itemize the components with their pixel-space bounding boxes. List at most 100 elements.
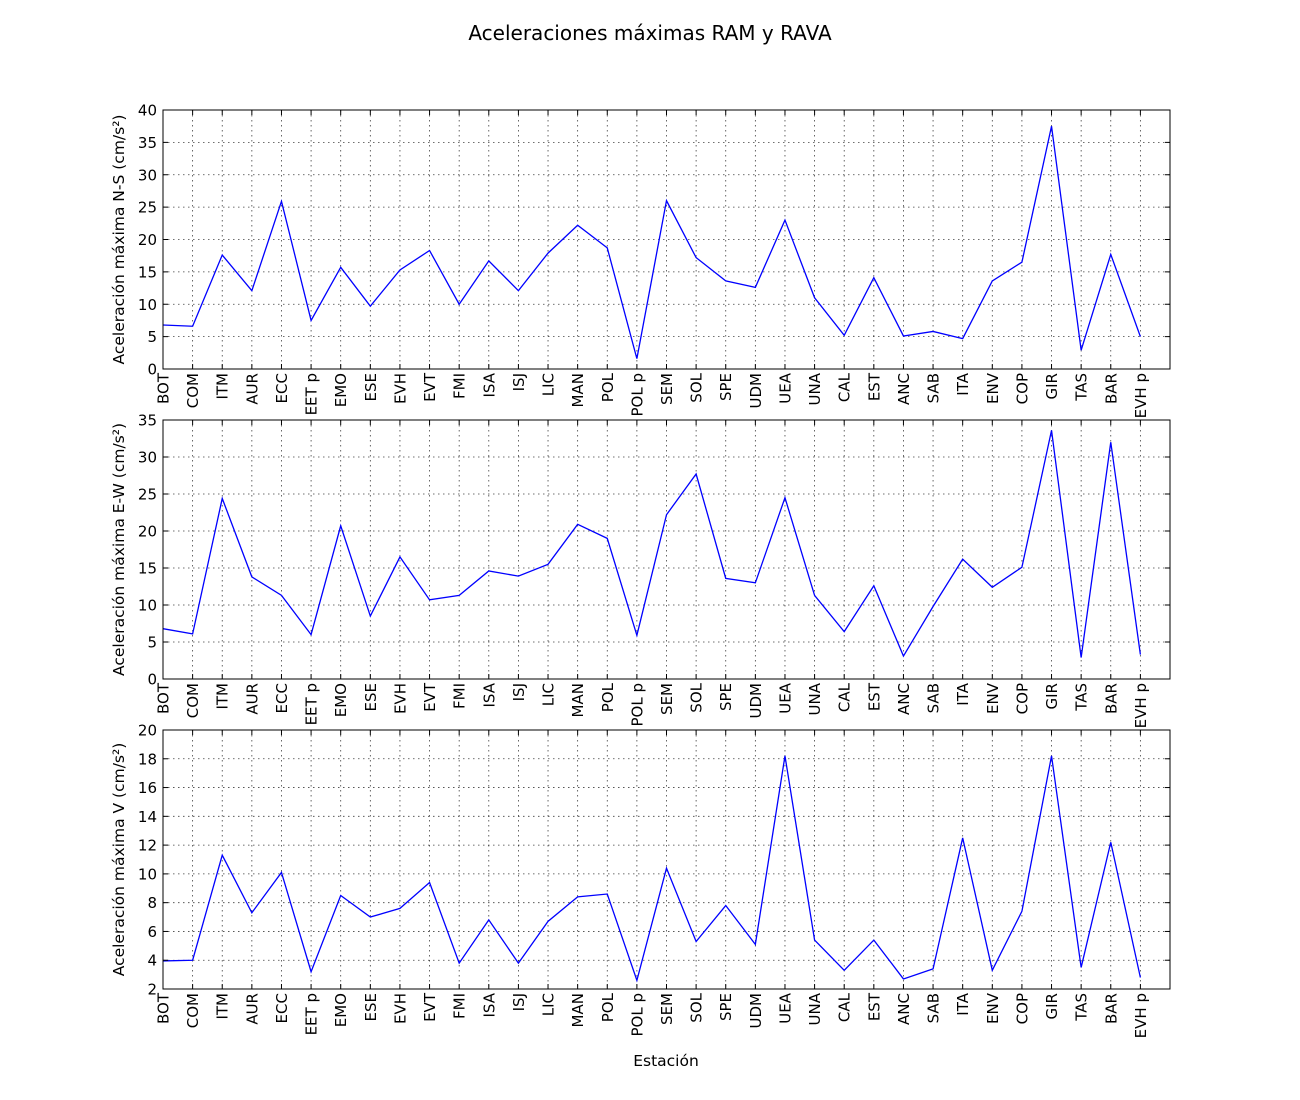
x-tick-label: ANC [895, 683, 913, 715]
x-tick-label: UDM [747, 993, 765, 1028]
y-tick-label: 10 [138, 865, 157, 883]
x-tick-label: ITA [954, 372, 972, 395]
x-tick-label: EVH [391, 683, 409, 714]
x-tick-label: EVT [421, 682, 439, 712]
x-tick-label: EVT [421, 372, 439, 402]
y-tick-label: 6 [147, 923, 157, 941]
x-tick-label: SEM [658, 373, 676, 405]
x-tick-label: ECC [273, 373, 291, 403]
x-tick-label: ISJ [510, 993, 528, 1011]
y-axis-label: Aceleración máxima N-S (cm/s²) [110, 115, 128, 365]
y-tick-label: 2 [147, 981, 157, 999]
x-tick-label: BAR [1102, 373, 1120, 404]
y-tick-label: 8 [147, 894, 157, 912]
x-tick-label: COP [1013, 373, 1031, 404]
y-tick-label: 35 [138, 134, 157, 152]
x-tick-label: AUR [243, 373, 261, 405]
y-tick-label: 5 [147, 328, 157, 346]
y-tick-label: 5 [147, 634, 157, 652]
y-tick-label: 15 [138, 560, 157, 578]
x-tick-label: EST [865, 992, 883, 1021]
x-tick-label: ISA [480, 372, 498, 397]
x-tick-label: GIR [1043, 993, 1061, 1019]
x-tick-label: UDM [747, 373, 765, 408]
x-tick-label: ISA [480, 682, 498, 707]
x-tick-label: EVH p [1132, 683, 1150, 728]
x-tick-label: GIR [1043, 683, 1061, 709]
x-tick-label: POL p [628, 993, 646, 1037]
x-tick-label: COM [184, 373, 202, 408]
x-tick-label: POL [599, 992, 617, 1022]
x-tick-label: SPE [717, 683, 735, 711]
x-tick-label: ITA [954, 992, 972, 1015]
x-tick-label: SPE [717, 373, 735, 401]
y-tick-label: 25 [138, 199, 157, 217]
x-tick-label: CAL [836, 682, 854, 712]
x-tick-label: ISJ [510, 373, 528, 391]
x-tick-label: AUR [243, 993, 261, 1025]
y-tick-label: 10 [138, 597, 157, 615]
x-tick-label: UEA [776, 992, 794, 1023]
x-tick-label: ISA [480, 992, 498, 1017]
y-tick-label: 30 [138, 449, 157, 467]
x-tick-label: GIR [1043, 373, 1061, 399]
x-tick-label: UNA [806, 682, 824, 715]
x-tick-label: ECC [273, 993, 291, 1023]
x-tick-label: TAS [1073, 373, 1091, 402]
x-tick-label: SAB [925, 993, 943, 1023]
x-tick-label: BOT [155, 992, 173, 1024]
x-tick-label: SOL [688, 992, 706, 1022]
x-tick-label: COM [184, 683, 202, 718]
x-tick-label: SEM [658, 683, 676, 715]
x-tick-label: FMI [451, 993, 469, 1019]
x-tick-label: ANC [895, 373, 913, 405]
x-tick-label: ANC [895, 993, 913, 1025]
series-line [162, 755, 1142, 983]
x-tick-label: MAN [569, 373, 587, 407]
x-tick-label: ESE [362, 993, 380, 1021]
y-axis-label: Aceleración máxima E-W (cm/s²) [110, 423, 128, 676]
x-tick-label: FMI [451, 683, 469, 709]
x-tick-label: ENV [984, 682, 1002, 714]
y-tick-label: 20 [138, 523, 157, 541]
x-tick-label: EMO [332, 993, 350, 1027]
y-tick-label: 35 [138, 412, 157, 430]
x-tick-label: CAL [836, 992, 854, 1022]
x-tick-label: SAB [925, 373, 943, 403]
x-tick-label: TAS [1073, 993, 1091, 1022]
x-tick-label: BAR [1102, 993, 1120, 1024]
x-tick-label: COM [184, 993, 202, 1028]
x-tick-label: ITM [214, 683, 232, 710]
y-tick-label: 20 [138, 722, 157, 740]
subplot-3: 2 4 6 8 10 12 14 16 18 20 BOT COM ITM AUR ECC EET p EMO E… [110, 722, 1171, 1070]
x-tick-label: UEA [776, 682, 794, 713]
y-tick-label: 25 [138, 486, 157, 504]
x-tick-label: ESE [362, 373, 380, 401]
y-tick-label: 12 [138, 837, 157, 855]
x-tick-label: ESE [362, 683, 380, 711]
x-tick-label: UNA [806, 992, 824, 1025]
y-tick-label: 14 [138, 808, 157, 826]
x-tick-label: POL p [628, 683, 646, 727]
x-tick-label: SAB [925, 683, 943, 713]
x-tick-label: EVH [391, 993, 409, 1024]
y-tick-label: 15 [138, 263, 157, 281]
y-tick-label: 0 [147, 361, 157, 379]
y-tick-label: 10 [138, 296, 157, 314]
x-tick-label: ENV [984, 372, 1002, 404]
x-tick-label: TAS [1073, 683, 1091, 712]
x-tick-label: BOT [155, 682, 173, 714]
x-tick-label: EET p [303, 993, 321, 1035]
y-tick-label: 4 [147, 952, 157, 970]
x-tick-label: AUR [243, 683, 261, 715]
y-tick-label: 30 [138, 166, 157, 184]
subplot-1: 0 5 10 15 20 25 30 35 40 BOT COM ITM AUR ECC EET p EMO E… [110, 102, 1171, 418]
x-tick-label: POL [599, 372, 617, 402]
x-tick-label: POL p [628, 373, 646, 417]
x-tick-label: ISJ [510, 683, 528, 701]
subplot-2: 0 5 10 15 20 25 30 35 BOT COM ITM AUR ECC EET p EMO ESE… [110, 412, 1171, 728]
x-tick-label: UNA [806, 372, 824, 405]
y-tick-label: 40 [138, 102, 157, 120]
